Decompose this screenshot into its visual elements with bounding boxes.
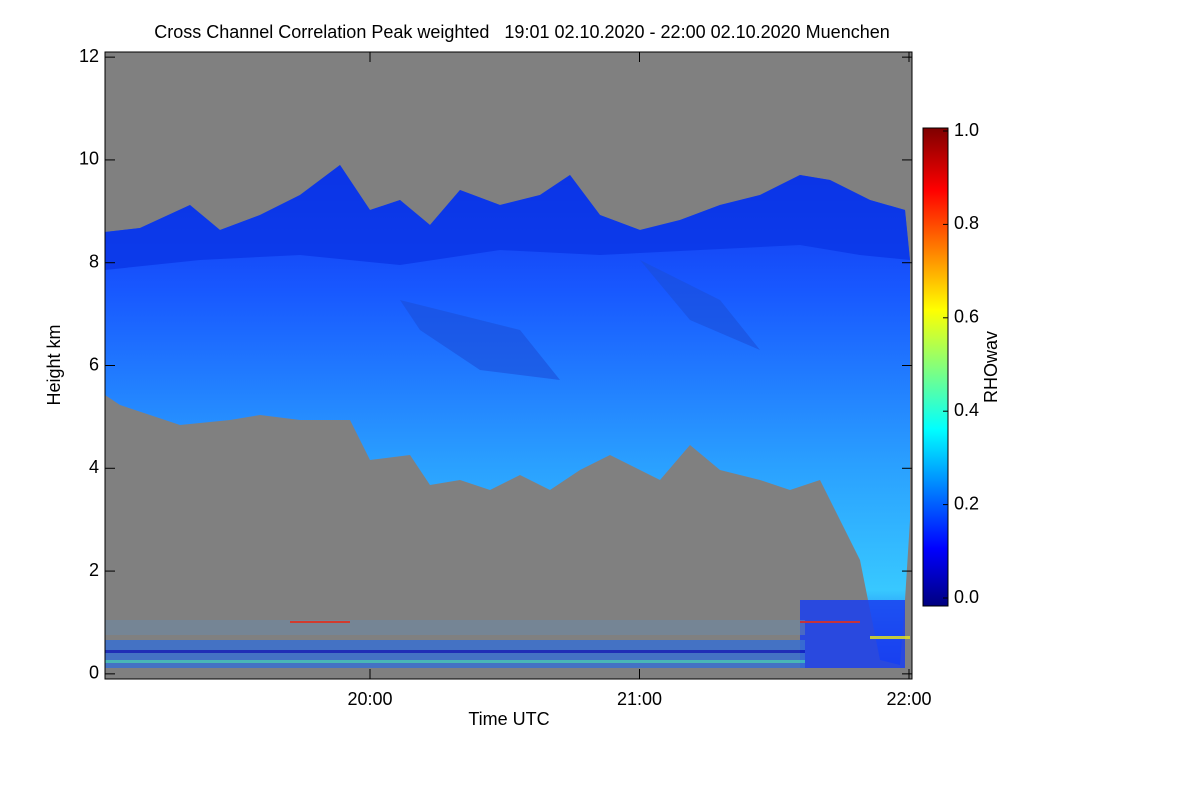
y-tick-label: 12 bbox=[79, 46, 99, 66]
y-tick-label: 10 bbox=[79, 149, 99, 169]
colorbar-tick-label: 0.2 bbox=[954, 493, 979, 513]
x-tick-label: 22:00 bbox=[886, 689, 931, 709]
x-axis-label: Time UTC bbox=[468, 709, 549, 729]
colorbar bbox=[922, 127, 949, 607]
colorbar-tick-label: 0.4 bbox=[954, 400, 979, 420]
chart-title: Cross Channel Correlation Peak weighted … bbox=[154, 22, 890, 42]
cloud-layer bbox=[105, 165, 910, 668]
y-tick-label: 2 bbox=[89, 560, 99, 580]
ground-noise bbox=[105, 620, 910, 668]
colorbar-tick-label: 0.0 bbox=[954, 587, 979, 607]
colorbar-label: RHOwav bbox=[981, 331, 1001, 403]
x-tick-label: 21:00 bbox=[617, 689, 662, 709]
colorbar-tick-label: 0.8 bbox=[954, 213, 979, 233]
colorbar-tick-label: 0.6 bbox=[954, 307, 979, 327]
y-tick-label: 8 bbox=[89, 251, 99, 271]
x-tick-label: 20:00 bbox=[347, 689, 392, 709]
y-tick-label: 4 bbox=[89, 457, 99, 477]
y-axis-label: Height km bbox=[44, 324, 64, 405]
y-tick-label: 6 bbox=[89, 354, 99, 374]
colorbar-tick-label: 1.0 bbox=[954, 120, 979, 140]
y-tick-label: 0 bbox=[89, 663, 99, 683]
